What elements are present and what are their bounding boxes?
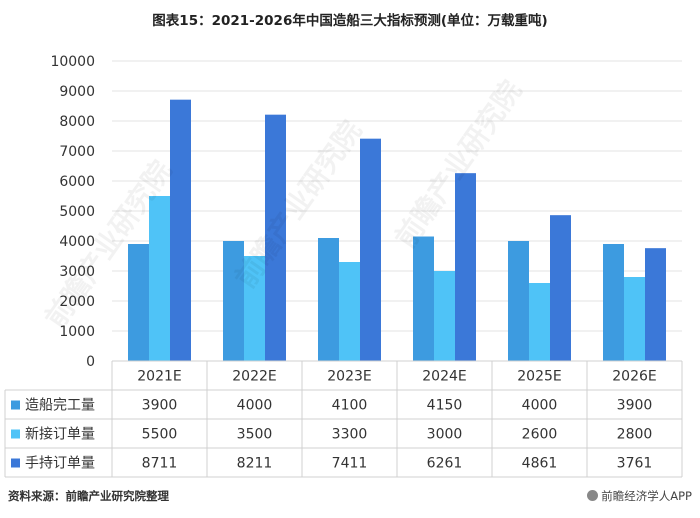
- bar: [360, 138, 381, 361]
- data-label: 3500: [237, 427, 273, 443]
- legend-swatch: [11, 400, 20, 410]
- data-label: 3000: [427, 427, 463, 443]
- y-tick-label: 5000: [59, 204, 95, 220]
- data-label: 4861: [522, 456, 558, 472]
- source-note: 资料来源：前瞻产业研究院整理: [8, 489, 169, 503]
- bar: [128, 244, 149, 361]
- bar: [529, 283, 550, 361]
- data-label: 2800: [617, 427, 653, 443]
- bar: [624, 277, 645, 361]
- x-category-label: 2023E: [327, 369, 371, 385]
- x-category-label: 2025E: [517, 369, 561, 385]
- bar: [603, 244, 624, 361]
- bar: [170, 99, 191, 362]
- data-label: 8711: [142, 456, 178, 472]
- x-category-label: 2026E: [612, 369, 656, 385]
- data-label: 3900: [142, 398, 178, 414]
- data-label: 6261: [427, 456, 463, 472]
- y-tick-label: 3000: [59, 264, 95, 280]
- bar: [244, 256, 265, 361]
- x-category-label: 2021E: [137, 369, 181, 385]
- chart-title: 图表15：2021-2026年中国造船三大指标预测(单位：万载重吨): [152, 13, 548, 29]
- y-tick-label: 2000: [59, 294, 95, 310]
- data-label: 2600: [522, 427, 558, 443]
- bar: [550, 215, 571, 361]
- y-tick-label: 7000: [59, 144, 95, 160]
- brand-name: 前瞻经济学人APP: [601, 489, 692, 503]
- y-tick-label: 8000: [59, 114, 95, 130]
- legend-label: 造船完工量: [25, 398, 95, 414]
- legend-label: 新接订单量: [25, 426, 95, 443]
- y-tick-label: 0: [86, 354, 95, 370]
- data-label: 3761: [617, 456, 653, 472]
- bar: [508, 241, 529, 361]
- data-label: 5500: [142, 427, 178, 443]
- y-tick-label: 9000: [59, 84, 95, 100]
- data-label: 4150: [427, 398, 463, 414]
- data-label: 3300: [332, 427, 368, 443]
- bar: [265, 114, 286, 361]
- bar: [645, 248, 666, 361]
- data-label: 3900: [617, 398, 653, 414]
- y-tick-label: 4000: [59, 234, 95, 250]
- y-tick-label: 1000: [59, 324, 95, 340]
- brand-label: 前瞻经济学人APP: [587, 488, 692, 504]
- x-category-label: 2024E: [422, 369, 466, 385]
- bar: [318, 238, 339, 361]
- data-label: 4000: [237, 398, 273, 414]
- data-label: 7411: [332, 456, 368, 472]
- legend-swatch: [11, 429, 20, 439]
- bar: [339, 262, 360, 361]
- data-label: 8211: [237, 456, 273, 472]
- data-label: 4000: [522, 398, 558, 414]
- y-tick-label: 6000: [59, 174, 95, 190]
- bar: [223, 241, 244, 361]
- bar: [455, 173, 476, 361]
- bar: [434, 271, 455, 361]
- data-label: 4100: [332, 398, 368, 414]
- y-tick-label: 10000: [50, 54, 95, 70]
- x-category-label: 2022E: [232, 369, 276, 385]
- bar: [413, 236, 434, 361]
- legend-label: 手持订单量: [25, 456, 95, 472]
- brand-logo-icon: [587, 490, 599, 501]
- legend-swatch: [11, 458, 20, 468]
- bar: [149, 196, 170, 361]
